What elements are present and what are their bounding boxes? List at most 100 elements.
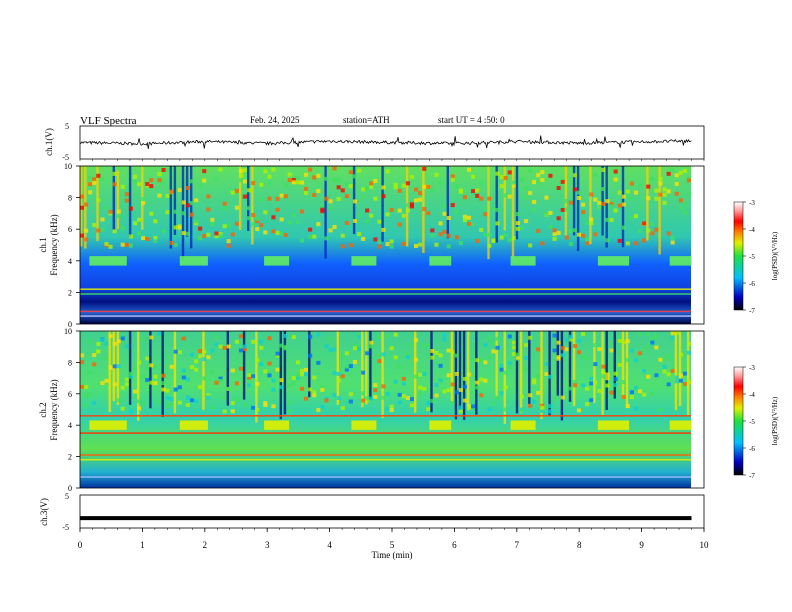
spectrogram-cell [251, 213, 256, 218]
spectrogram-cell [141, 236, 146, 241]
spectrogram-cell [601, 202, 606, 206]
spectrogram-cell [259, 197, 264, 202]
ch1-ytick-top: 5 [65, 122, 69, 131]
spectrogram-cell [654, 345, 659, 350]
spectrogram-cell [605, 199, 610, 204]
spectrogram-cell [438, 232, 443, 237]
spectrogram-streak [365, 331, 368, 405]
spectrogram-cell [259, 345, 264, 350]
spectrogram-cell [116, 214, 121, 218]
spectrogram-cell [287, 383, 292, 388]
spectrogram-cell [251, 181, 256, 186]
spectrogram-cell [658, 357, 663, 362]
spectrogram-cell [658, 192, 663, 197]
spectrogram-cell [422, 386, 427, 391]
spectrogram-cell [581, 210, 586, 215]
spectrogram-cell [320, 387, 325, 392]
spectrogram-cell [214, 380, 219, 385]
spectrogram-cell [295, 176, 300, 181]
spectrogram-cell [650, 176, 655, 181]
spectrogram-streak [128, 166, 132, 238]
spectrogram-cell [556, 356, 561, 361]
spectrogram-cell [503, 232, 508, 237]
spectrogram-cell [328, 337, 333, 341]
spectrogram-cell [198, 226, 203, 231]
spectrogram-cell [589, 221, 594, 226]
spectrogram-cell [462, 398, 467, 403]
spectrogram-cell [88, 182, 93, 187]
spectrogram-cell [503, 370, 508, 375]
spectrogram-cell [495, 207, 500, 212]
spectrogram-cell [100, 217, 105, 222]
time-xlabel: Time (min) [372, 550, 413, 560]
spectrogram-cell [332, 225, 337, 229]
spectrogram-cell [190, 201, 195, 206]
spectrogram-cell [450, 382, 455, 387]
spectrogram-cell [279, 231, 284, 236]
spectrogram-cell [524, 219, 529, 224]
spectrogram-cell [528, 403, 533, 408]
spectrogram-cell [348, 170, 353, 175]
x-tick-label: 3 [265, 540, 270, 550]
spectrogram-cell [210, 370, 215, 375]
spectrogram-cell [532, 208, 537, 213]
spectrogram-cell [300, 386, 305, 391]
spectrogram-cell [312, 234, 317, 239]
spectrogram-cell [173, 209, 178, 214]
spectrogram-cell [438, 180, 443, 185]
spectrogram-cell [471, 174, 476, 179]
spectrogram-cell [560, 186, 565, 191]
spectrogram-cell [409, 343, 414, 348]
spectrogram-cell [503, 385, 508, 390]
spectrogram-cell [348, 364, 353, 368]
spectrogram-cell [267, 373, 272, 378]
spectrogram-cell [161, 381, 166, 385]
spectrogram-cell [491, 341, 496, 346]
ch2-spectrogram-image [80, 331, 692, 478]
spectrogram-cell [678, 198, 683, 203]
spectrogram-cell [137, 182, 142, 187]
spectrogram-cell [153, 381, 158, 385]
spectrogram-cell [308, 227, 313, 232]
spectrogram-cell [467, 215, 472, 220]
spectrogram-cell [108, 209, 113, 214]
spectrogram-cell [495, 345, 500, 350]
spectrogram-cell [540, 408, 545, 413]
spectrogram-cell [609, 342, 614, 347]
spectrogram-cell [202, 376, 207, 381]
spectrogram-cell [646, 196, 651, 201]
spectrogram-cell [629, 181, 634, 186]
spectrogram-cell [401, 394, 406, 398]
spectrogram-cell [96, 342, 101, 346]
ch2-colorbar [733, 366, 744, 476]
spectrogram-cell [283, 344, 288, 349]
spectrogram-cell [503, 175, 508, 180]
spectrogram-cell [446, 348, 451, 353]
spectrogram-cell [263, 403, 268, 407]
spectrogram-cell [532, 399, 537, 404]
spectrogram-cell [495, 395, 500, 400]
spectrogram-streak [128, 331, 132, 405]
spectrogram-cell [519, 225, 524, 230]
spectrogram-cell [149, 211, 154, 216]
spectrogram-cell [650, 222, 655, 227]
spectrogram-cell [442, 337, 447, 342]
spectrogram-cell [194, 367, 199, 372]
spectrogram-cell [678, 378, 683, 383]
spectrogram-cell [128, 371, 133, 376]
spectrogram-streak [308, 331, 311, 398]
spectrogram-cell [609, 348, 614, 353]
spectrogram-cell [442, 211, 447, 216]
spectrogram-cell [617, 203, 622, 208]
spectrogram-cell [605, 383, 610, 388]
spectrogram-cell [214, 176, 219, 181]
spectrogram-cell [503, 193, 508, 198]
spectrogram-cell [137, 406, 142, 411]
spectrogram-cell [112, 229, 117, 234]
spectrogram-cell [181, 231, 186, 236]
spectrogram-cell [104, 341, 109, 346]
spectrogram-cell [568, 241, 573, 246]
spectrogram-cell [621, 202, 626, 207]
spectrogram-cell [682, 371, 687, 376]
spectrogram-cell [556, 186, 561, 190]
